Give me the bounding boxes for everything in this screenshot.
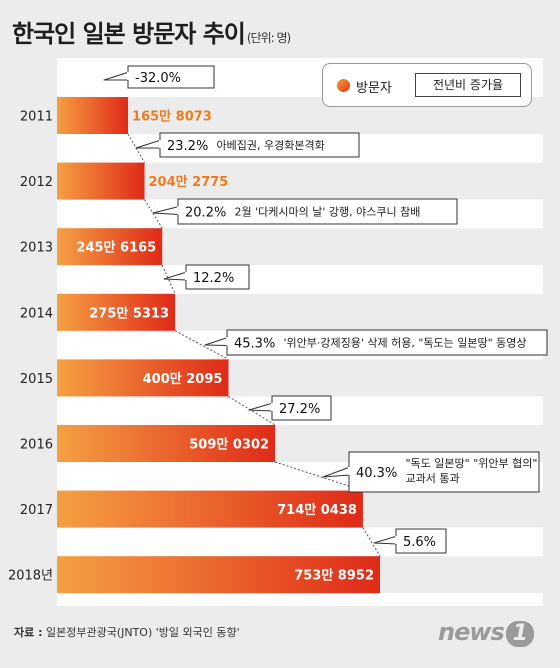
value-label: 204만 2775 (149, 174, 229, 190)
callout-box (177, 198, 458, 225)
growth-callout: 12.2% (163, 264, 250, 290)
category-label: 2017 (20, 503, 53, 518)
band-background (57, 527, 543, 557)
growth-callout: 27.2% (248, 395, 332, 421)
legend: 방문자 전년비 증가율 (322, 63, 532, 107)
growth-connector (228, 395, 276, 426)
logo-mark: 1 (505, 621, 534, 647)
band-background (57, 593, 543, 606)
value-label: 245만 6165 (76, 240, 156, 256)
growth-callout: 5.6% (373, 528, 447, 554)
growth-rate: 40.3% (356, 466, 397, 481)
growth-callout: -32.0% (103, 65, 215, 89)
category-label: 2014 (20, 306, 53, 321)
growth-rate: 12.2% (193, 271, 234, 286)
growth-connector (274, 461, 364, 492)
growth-connector (362, 527, 381, 557)
growth-note: 아베집권, 우경화본격화 (217, 139, 325, 152)
growth-rate: 5.6% (403, 535, 436, 550)
bar-2017 (57, 490, 363, 528)
category-label: 2018년 (8, 569, 53, 584)
bar-2015 (57, 359, 229, 397)
bar-2012 (57, 162, 145, 200)
category-label: 2015 (20, 372, 53, 387)
category-label: 2012 (20, 175, 53, 190)
growth-note: "독도 일본땅" "위안부 협의" (406, 456, 538, 470)
callout-box (226, 329, 548, 356)
band-background (57, 265, 543, 294)
value-label: 753만 8952 (294, 568, 374, 584)
value-label: 714만 0438 (277, 502, 357, 518)
growth-callout: 20.2% 2월 '다케시마의 날' 강행, 야스쿠니 참배 (152, 198, 458, 225)
legend-growth-label: 전년비 증가율 (415, 73, 521, 97)
growth-callout: 23.2% 아베집권, 우경화본격화 (135, 132, 360, 158)
category-label: 2011 (20, 110, 53, 125)
bar-2013 (57, 228, 163, 266)
growth-callout: 45.3% '위안부·강제징용' 삭제 허용, "독도는 일본땅" 동영상 (204, 329, 548, 356)
bar-2018년 (57, 556, 380, 594)
growth-rate: 45.3% (234, 337, 275, 352)
category-label: 2016 (20, 438, 53, 453)
unit-label: (단위: 명) (246, 31, 291, 45)
growth-connector (144, 199, 163, 229)
growth-callout: 40.3% "독도 일본땅" "위안부 협의" 교과서 통과 (322, 451, 540, 493)
growth-rate: -32.0% (135, 71, 181, 86)
callout-box (185, 264, 250, 290)
bar-2016 (57, 425, 276, 462)
growth-note: 2월 '다케시마의 날' 강행, 야스쿠니 참배 (235, 206, 421, 219)
value-label: 165만 8073 (132, 109, 212, 125)
legend-series-label: 방문자 (356, 81, 392, 96)
growth-note: '위안부·강제징용' 삭제 허용, "독도는 일본땅" 동영상 (284, 336, 527, 350)
title-text: 한국인 일본 방문자 추이 (12, 20, 246, 48)
bar-2014 (57, 293, 176, 331)
chart-title: 한국인 일본 방문자 추이 (단위: 명) (12, 14, 291, 49)
value-label: 275만 5313 (89, 305, 169, 321)
growth-rate: 27.2% (279, 402, 320, 417)
logo-text: news (438, 618, 505, 646)
value-label: 509만 0302 (189, 437, 269, 453)
callout-box (395, 528, 447, 554)
news1-logo: news 1 (438, 618, 534, 647)
source-text: 일본정부관광국(JNTO) '방일 외국인 동향' (45, 626, 240, 639)
source-label: 자료 : (14, 626, 43, 639)
callout-box (348, 451, 540, 493)
category-label: 2013 (20, 241, 53, 256)
value-label: 400만 2095 (143, 371, 223, 387)
growth-connector (161, 264, 176, 295)
series-marker-icon (337, 79, 350, 92)
source-note: 자료 : 일본정부관광국(JNTO) '방일 외국인 동향' (14, 624, 240, 640)
bar-2011 (57, 97, 129, 134)
growth-note: 교과서 통과 (406, 472, 460, 485)
growth-rate: 23.2% (167, 139, 208, 154)
growth-rate: 20.2% (185, 206, 226, 221)
